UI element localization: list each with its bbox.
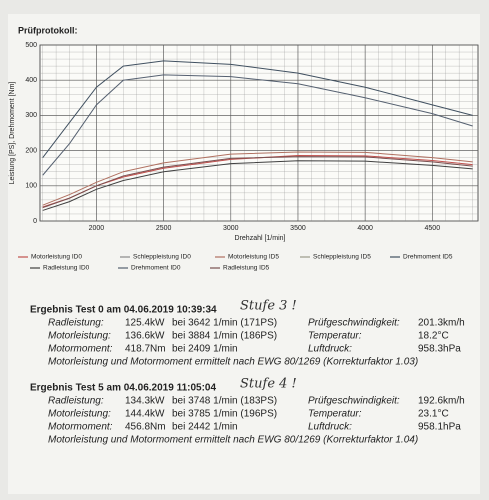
result-cell: Temperatur: (308, 331, 362, 342)
result-note: Motorleistung und Motormoment ermittelt … (48, 357, 418, 368)
page-title: Prüfprotokoll: (18, 25, 78, 35)
y-axis-title: Leistung [PS], Drehmoment [Nm] (9, 82, 16, 185)
y-tick-label: 0 (33, 218, 37, 225)
result-cell: 134.3kW (125, 396, 165, 407)
result-heading: Ergebnis Test 5 am 04.06.2019 11:05:04 (30, 383, 216, 394)
result-cell: 23.1°C (418, 409, 449, 420)
result-cell: Motormoment: (48, 344, 113, 355)
legend-label: Drehmoment ID0 (131, 265, 181, 272)
result-note: Motorleistung und Motormoment ermittelt … (48, 435, 418, 446)
result-cell: 418.7Nm (125, 344, 166, 355)
y-tick-label: 400 (25, 77, 37, 84)
result-cell: 958.3hPa (418, 344, 461, 355)
result-cell: Prüfgeschwindigkeit: (308, 396, 400, 407)
result-cell: 456.8Nm (125, 422, 166, 433)
series-line (42, 74, 473, 176)
result-cell: Motorleistung: (48, 331, 111, 342)
result-cell: 144.4kW (125, 409, 165, 420)
series-line (42, 151, 473, 206)
result-cell: 125.4kW (125, 318, 165, 329)
legend-label: Schleppleistung ID5 (313, 254, 371, 261)
y-tick-label: 200 (25, 147, 37, 154)
result-cell: Prüfgeschwindigkeit: (308, 318, 400, 329)
x-tick-label: 4500 (425, 225, 441, 232)
x-tick-label: 4000 (357, 225, 373, 232)
x-axis-title: Drehzahl [1/min] (235, 235, 286, 242)
result-cell: bei 2442 1/min (172, 422, 238, 433)
result-cell: Motormoment: (48, 422, 113, 433)
result-cell: Luftdruck: (308, 344, 352, 355)
result-cell: Luftdruck: (308, 422, 352, 433)
series-line (42, 156, 473, 209)
handwritten-note: Stufe 3 ! (240, 299, 297, 314)
plot-area (39, 44, 479, 222)
x-tick-label: 3500 (290, 225, 306, 232)
y-tick-label: 500 (25, 42, 37, 49)
legend-label: Radleistung ID0 (43, 265, 90, 272)
result-cell: 192.6km/h (418, 396, 465, 407)
y-tick-label: 300 (25, 112, 37, 119)
result-cell: 958.1hPa (418, 422, 461, 433)
result-cell: 201.3km/h (418, 318, 465, 329)
result-cell: Radleistung: (48, 318, 104, 329)
result-cell: bei 3785 1/min (196PS) (172, 409, 277, 420)
result-cell: 18.2°C (418, 331, 449, 342)
series-line (42, 160, 473, 211)
handwritten-note: Stufe 4 ! (240, 377, 297, 392)
x-tick-label: 2500 (156, 225, 172, 232)
result-heading: Ergebnis Test 0 am 04.06.2019 10:39:34 (30, 305, 217, 316)
result-cell: bei 3748 1/min (183PS) (172, 396, 277, 407)
result-cell: Radleistung: (48, 396, 104, 407)
result-cell: bei 3642 1/min (171PS) (172, 318, 277, 329)
legend-label: Schleppleistung ID0 (133, 254, 191, 261)
legend-label: Motorleistung ID0 (31, 254, 82, 261)
x-tick-label: 2000 (89, 225, 105, 232)
y-tick-label: 100 (25, 183, 37, 190)
legend-label: Radleistung ID5 (223, 265, 270, 272)
result-cell: Motorleistung: (48, 409, 111, 420)
series-line (42, 60, 473, 158)
x-tick-label: 3000 (223, 225, 239, 232)
legend-label: Motorleistung ID5 (228, 254, 279, 261)
result-cell: Temperatur: (308, 409, 362, 420)
result-cell: bei 2409 1/min (172, 344, 238, 355)
result-cell: 136.6kW (125, 331, 165, 342)
result-cell: bei 3884 1/min (186PS) (172, 331, 277, 342)
legend-label: Drehmoment ID5 (403, 254, 453, 261)
